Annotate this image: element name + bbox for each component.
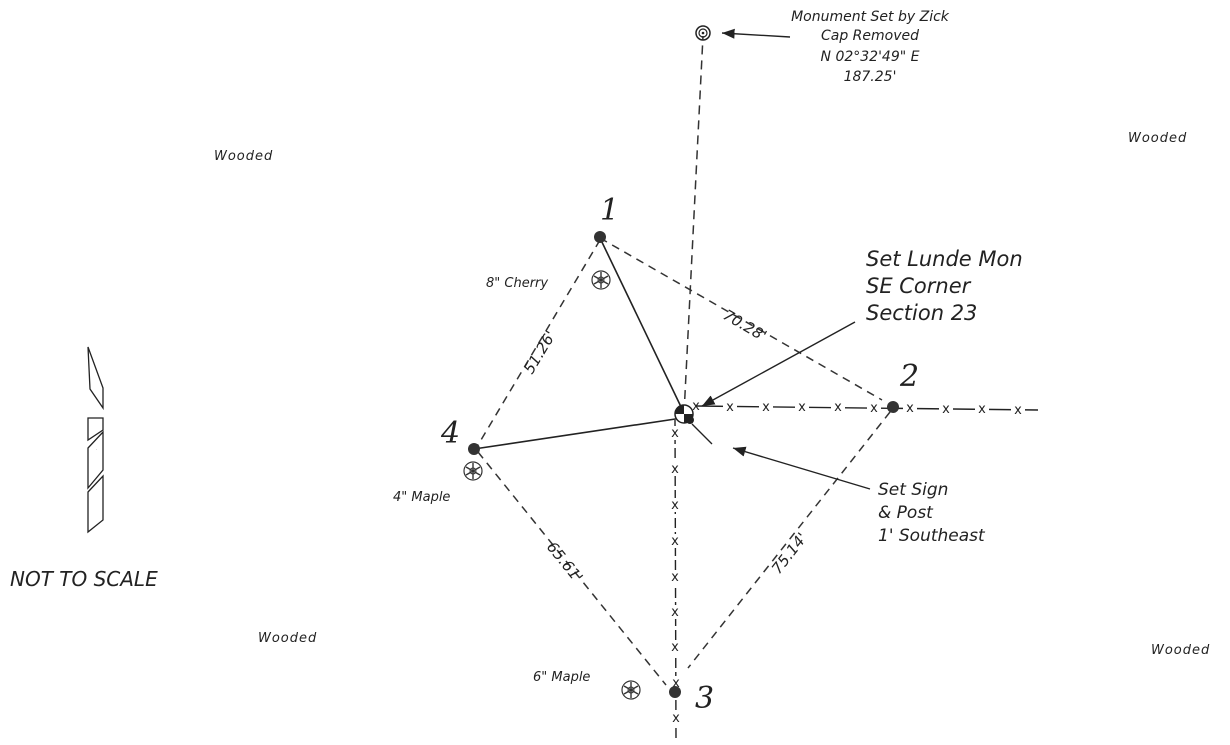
svg-text:x: x xyxy=(1014,403,1022,418)
north-arrow-icon xyxy=(87,346,104,534)
sign-arrow xyxy=(732,446,871,490)
sign-post-tick xyxy=(691,423,713,445)
lunde-label-line3: Section 23 xyxy=(866,301,977,325)
monument-label-line3: N 02°32'49" E xyxy=(821,49,920,65)
svg-text:x: x xyxy=(671,605,679,620)
point-3-marker xyxy=(669,686,681,698)
fence-east: x x x x x x x x x x xyxy=(692,399,1039,418)
svg-text:x: x xyxy=(942,402,950,417)
point-4-marker xyxy=(468,443,480,455)
solid-line-4 xyxy=(473,417,683,450)
monument-arrow xyxy=(721,28,791,39)
maple-4-label: 4" Maple xyxy=(393,490,450,505)
cherry-label: 8" Cherry xyxy=(486,276,548,291)
monument-label-line4: 187.25' xyxy=(844,69,897,85)
svg-text:x: x xyxy=(870,401,878,416)
svg-text:x: x xyxy=(834,400,842,415)
dashed-line-4-3 xyxy=(477,451,667,686)
svg-text:x: x xyxy=(726,400,734,415)
sign-post-marker xyxy=(686,416,694,424)
svg-text:x: x xyxy=(906,401,914,416)
north-letter: N xyxy=(96,449,97,451)
point-1-marker xyxy=(594,231,606,243)
dashed-line-1-2 xyxy=(599,237,883,401)
maple-6-tree-icon xyxy=(621,680,641,700)
point-2-label: 2 xyxy=(899,359,919,394)
distance-1-4: 51.26' xyxy=(520,327,560,377)
svg-text:x: x xyxy=(672,676,680,691)
maple-4-tree-icon xyxy=(463,461,483,481)
svg-text:x: x xyxy=(762,400,770,415)
svg-text:x: x xyxy=(671,570,679,585)
lunde-arrow xyxy=(701,321,856,407)
dashed-line-1-4 xyxy=(477,239,601,446)
monument-tie-line xyxy=(683,35,704,415)
solid-line-1 xyxy=(599,237,684,412)
svg-text:x: x xyxy=(978,402,986,417)
monument-label-line2: Cap Removed xyxy=(821,28,919,44)
svg-text:x: x xyxy=(672,711,680,726)
dashed-line-2-3 xyxy=(687,411,891,669)
wooded-bottom-right: Wooded xyxy=(1151,643,1210,658)
svg-text:x: x xyxy=(692,399,700,414)
svg-text:x: x xyxy=(671,426,679,441)
sign-label-line3: 1' Southeast xyxy=(878,526,986,546)
scale-note: NOT TO SCALE xyxy=(10,567,158,591)
monument-icon xyxy=(695,25,711,41)
svg-text:x: x xyxy=(671,498,679,513)
svg-text:x: x xyxy=(798,400,806,415)
wooded-bottom-left: Wooded xyxy=(258,631,317,646)
point-1-label: 1 xyxy=(600,193,619,228)
lunde-label-line2: SE Corner xyxy=(866,274,972,298)
distance-1-2: 70.28' xyxy=(720,306,770,345)
lunde-label-line1: Set Lunde Mon xyxy=(866,247,1023,271)
maple-6-label: 6" Maple xyxy=(533,670,590,685)
distance-4-3: 65.61' xyxy=(543,538,587,586)
point-4-label: 4 xyxy=(440,416,460,451)
svg-text:x: x xyxy=(671,640,679,655)
point-2-marker xyxy=(887,401,899,413)
distance-2-3: 75.14' xyxy=(768,529,811,577)
sign-label-line1: Set Sign xyxy=(878,480,948,500)
svg-text:x: x xyxy=(671,534,679,549)
point-3-label: 3 xyxy=(695,681,714,716)
svg-text:x: x xyxy=(671,462,679,477)
monument-label-line1: Monument Set by Zick xyxy=(791,9,950,25)
wooded-top-right: Wooded xyxy=(1128,131,1187,146)
wooded-top-left: Wooded xyxy=(214,149,273,164)
cherry-tree-icon xyxy=(591,270,611,290)
sign-label-line2: & Post xyxy=(878,503,934,523)
